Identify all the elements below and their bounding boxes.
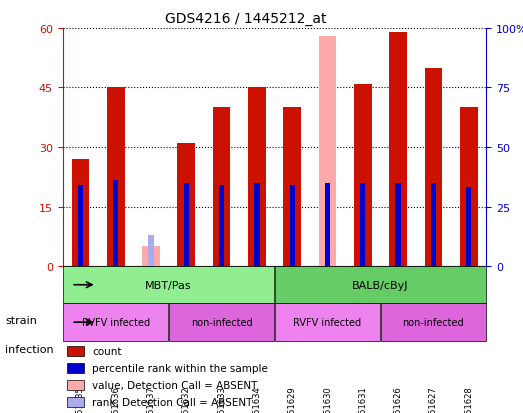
Bar — [67, 396, 84, 408]
Text: GSM451635: GSM451635 — [76, 385, 85, 413]
Text: GSM451637: GSM451637 — [146, 385, 155, 413]
Text: GSM451626: GSM451626 — [394, 385, 403, 413]
FancyBboxPatch shape — [275, 266, 486, 304]
Bar — [425, 69, 442, 266]
Bar — [184, 183, 189, 266]
Text: infection: infection — [5, 344, 54, 354]
FancyBboxPatch shape — [169, 304, 274, 341]
Bar — [149, 235, 154, 266]
Text: GSM451628: GSM451628 — [464, 385, 473, 413]
Text: value, Detection Call = ABSENT: value, Detection Call = ABSENT — [93, 380, 258, 390]
Bar — [67, 363, 84, 374]
Text: percentile rank within the sample: percentile rank within the sample — [93, 363, 268, 373]
Bar — [466, 188, 471, 266]
Bar — [78, 186, 83, 266]
Text: strain: strain — [5, 315, 37, 325]
Text: MBT/Pas: MBT/Pas — [145, 280, 192, 290]
Text: non-infected: non-infected — [403, 317, 464, 328]
Text: rank, Detection Call = ABSENT: rank, Detection Call = ABSENT — [93, 397, 253, 407]
Bar — [325, 183, 330, 266]
FancyBboxPatch shape — [275, 304, 380, 341]
Text: count: count — [93, 346, 122, 356]
FancyBboxPatch shape — [381, 304, 486, 341]
Bar — [72, 159, 89, 266]
Bar — [254, 183, 259, 266]
Text: GSM451629: GSM451629 — [288, 385, 297, 413]
FancyBboxPatch shape — [63, 304, 168, 341]
Bar — [67, 380, 84, 391]
Bar — [213, 108, 231, 266]
Text: non-infected: non-infected — [191, 317, 253, 328]
Bar — [67, 346, 84, 357]
Bar — [354, 84, 372, 266]
Bar — [283, 108, 301, 266]
Bar — [248, 88, 266, 266]
Text: GSM451633: GSM451633 — [217, 385, 226, 413]
Bar — [360, 183, 366, 266]
Bar — [107, 88, 124, 266]
Bar — [431, 183, 436, 266]
Bar — [177, 144, 195, 266]
Bar — [460, 108, 477, 266]
Text: GSM451636: GSM451636 — [111, 385, 120, 413]
Bar — [395, 183, 401, 266]
Bar — [219, 186, 224, 266]
Text: GSM451631: GSM451631 — [358, 385, 367, 413]
Text: BALB/cByJ: BALB/cByJ — [352, 280, 409, 290]
Text: RVFV infected: RVFV infected — [82, 317, 150, 328]
Text: GDS4216 / 1445212_at: GDS4216 / 1445212_at — [165, 12, 326, 26]
Bar — [319, 37, 336, 266]
Bar — [142, 247, 160, 266]
Text: GSM451632: GSM451632 — [182, 385, 191, 413]
Text: GSM451630: GSM451630 — [323, 385, 332, 413]
Text: GSM451634: GSM451634 — [253, 385, 262, 413]
FancyBboxPatch shape — [63, 266, 274, 304]
Bar — [290, 186, 295, 266]
Text: GSM451627: GSM451627 — [429, 385, 438, 413]
Bar — [113, 181, 118, 266]
Bar — [389, 33, 407, 266]
Text: RVFV infected: RVFV infected — [293, 317, 361, 328]
